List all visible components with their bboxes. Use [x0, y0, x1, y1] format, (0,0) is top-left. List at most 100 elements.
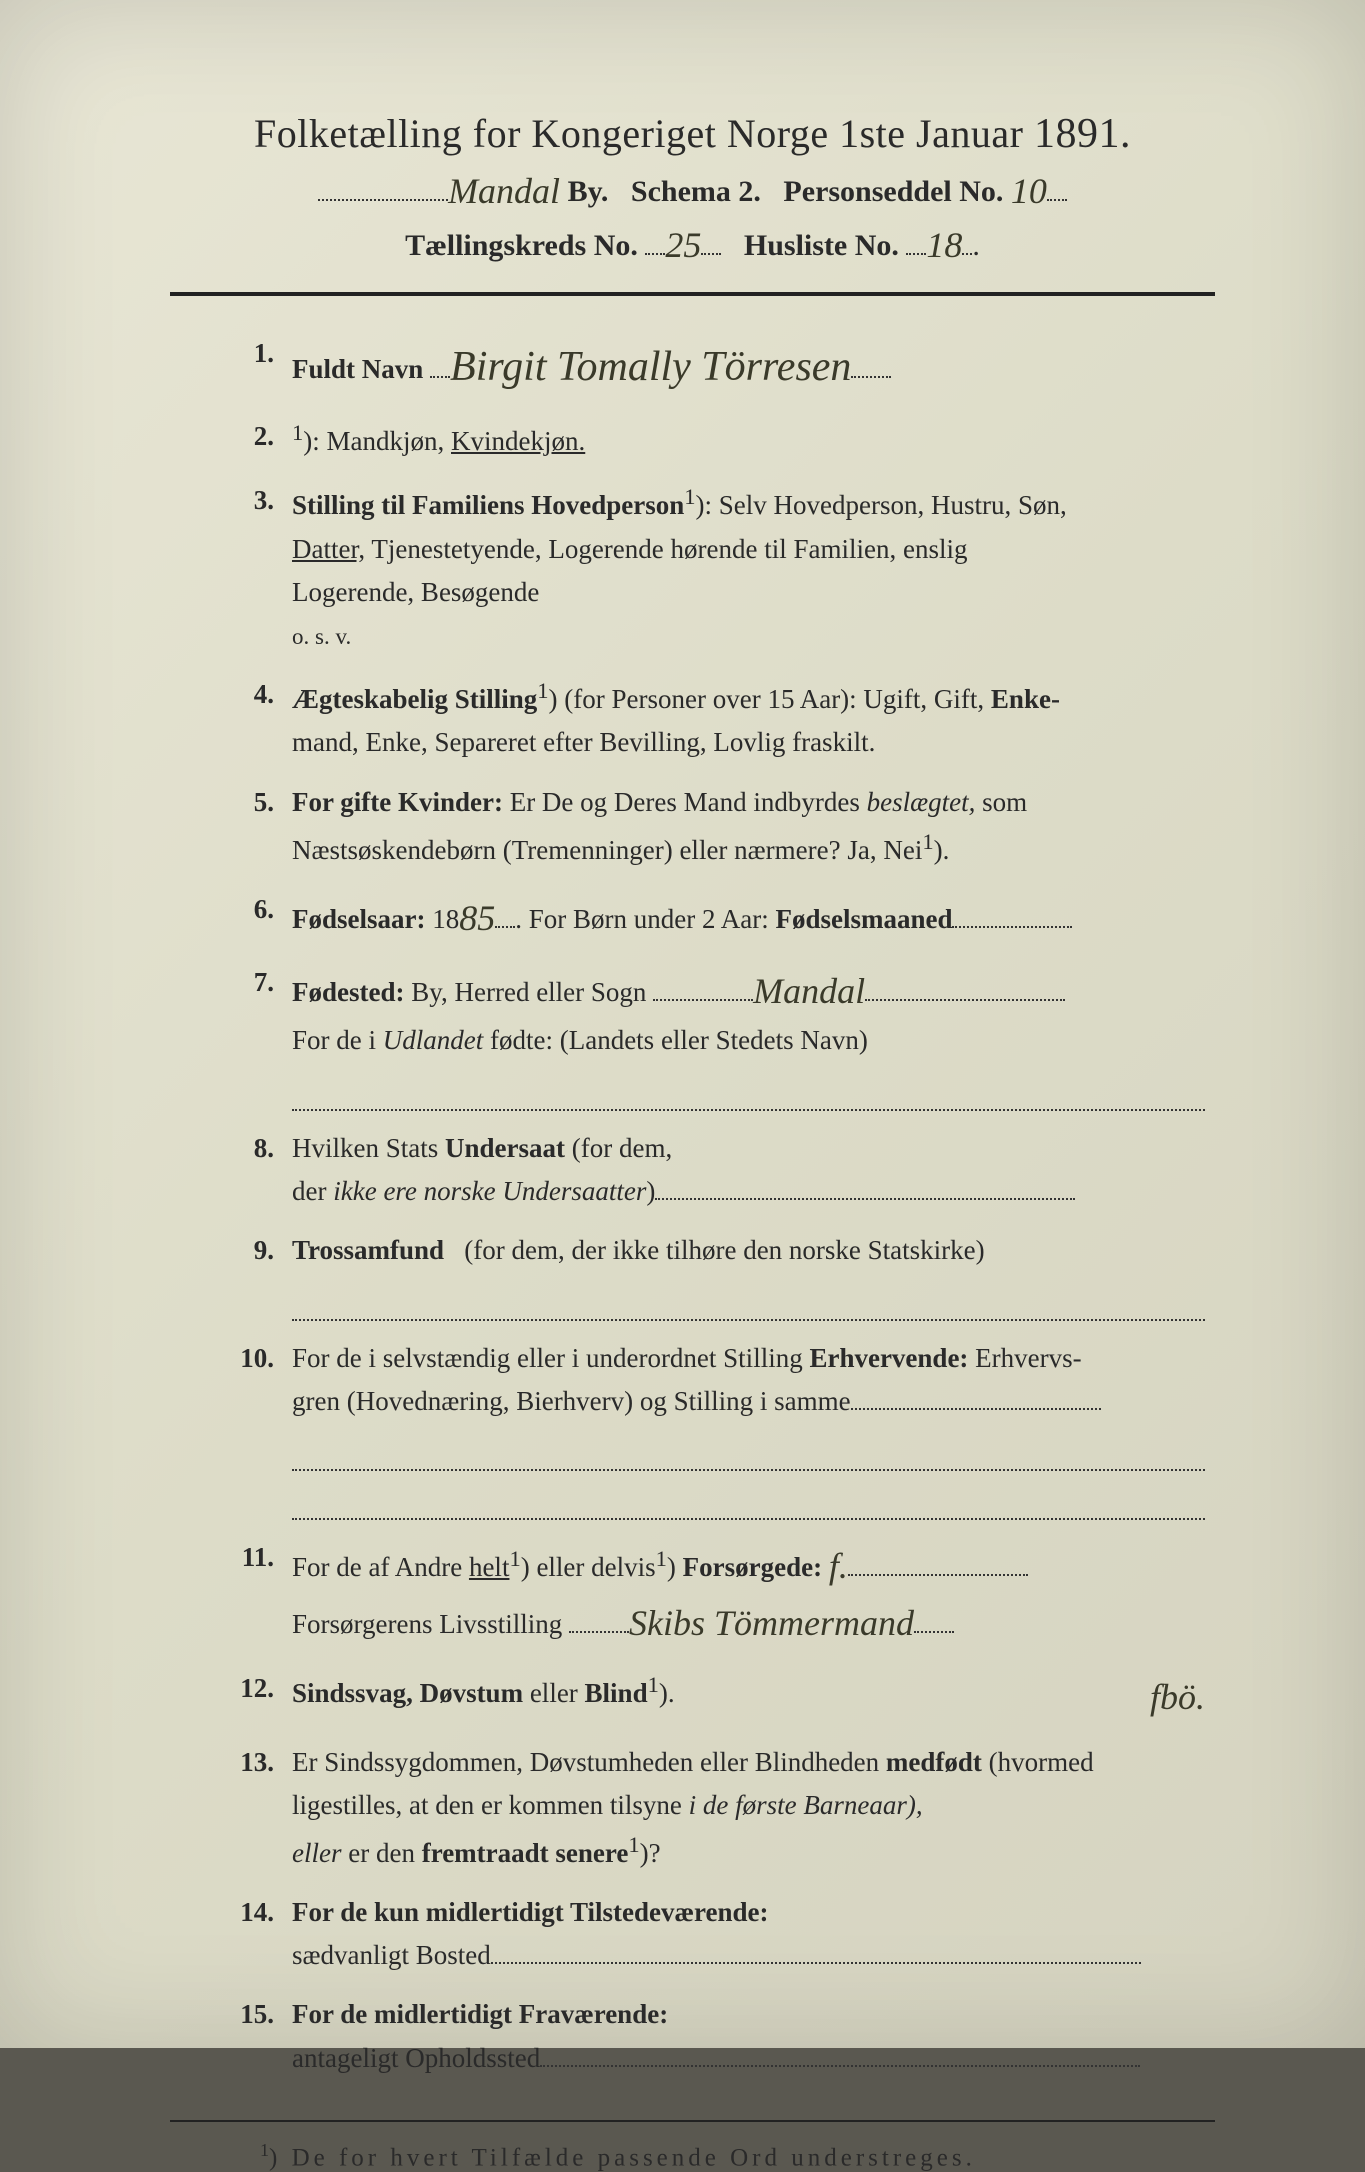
row-num: 4.	[210, 673, 292, 716]
field-label: Fødselsaar:	[292, 904, 425, 934]
text: ligestilles, at den er kommen tilsyne	[292, 1790, 689, 1820]
row-num: 3.	[210, 479, 292, 522]
birthplace: Mandal	[753, 963, 865, 1021]
text: )	[667, 1552, 683, 1582]
kreds-label: Tællingskreds No.	[405, 229, 638, 262]
datter: Datter,	[292, 534, 365, 564]
row-num: 11.	[210, 1536, 292, 1579]
row-num: 1.	[210, 332, 292, 375]
row-num: 5.	[210, 781, 292, 824]
schema-label: Schema 2.	[631, 175, 761, 208]
personseddel-label: Personseddel No.	[783, 175, 1003, 208]
text: : Selv Hovedperson, Hustru, Søn,	[705, 490, 1067, 520]
title-year: 1891.	[1034, 111, 1131, 157]
sup: 1	[628, 1832, 639, 1857]
husliste-label: Husliste No.	[744, 229, 899, 262]
row-num: 14.	[210, 1891, 292, 1934]
divider-bottom	[170, 2120, 1215, 2122]
text: der	[292, 1176, 333, 1206]
text: o. s. v.	[292, 624, 351, 649]
field-label: Fødested:	[292, 977, 404, 1007]
text: ).	[659, 1678, 675, 1708]
form-body: 1. Fuldt Navn Birgit Tomally Törresen 2.…	[170, 332, 1215, 2080]
bold: Undersaat	[445, 1133, 565, 1163]
row-num: 2.	[210, 415, 292, 458]
field-label: Sindssvag, Døvstum	[292, 1678, 523, 1708]
row-4: 4. Ægteskabelig Stilling1) (for Personer…	[210, 673, 1205, 764]
row-13: 13. Er Sindssygdommen, Døvstumheden elle…	[210, 1741, 1205, 1876]
text: sædvanligt Bosted	[292, 1940, 491, 1970]
text: som	[975, 787, 1027, 817]
hw-note: fbö.	[1150, 1669, 1205, 1727]
text: ).	[934, 835, 950, 865]
text: Forsørgerens Livsstilling	[292, 1609, 562, 1639]
text: ) eller delvis	[521, 1552, 656, 1582]
dotline	[292, 1485, 1205, 1519]
row-11: 11. For de af Andre helt1) eller delvis1…	[210, 1536, 1205, 1651]
row-10: 10. For de i selvstændig eller i underor…	[210, 1337, 1205, 1520]
name-value: Birgit Tomally Törresen	[450, 334, 851, 401]
text: Næstsøskendebørn (Tremenninger) eller næ…	[292, 835, 922, 865]
text: )?	[640, 1838, 661, 1868]
census-form-page: Folketælling for Kongeriget Norge 1ste J…	[0, 0, 1365, 2048]
bold: Fødselsmaaned	[775, 904, 952, 934]
text: fødte: (Landets eller Stedets Navn)	[483, 1025, 868, 1055]
text: eller	[523, 1678, 584, 1708]
year-value: 85	[459, 890, 495, 948]
field-label: Stilling til Familiens Hovedperson	[292, 490, 684, 520]
dotline	[292, 1076, 1205, 1110]
subheader-line2: Tællingskreds No. 25 Husliste No. 18.	[170, 222, 1215, 264]
footnote-sup: 1	[260, 2140, 269, 2160]
dotline	[292, 1286, 1205, 1320]
bold: Blind	[585, 1678, 648, 1708]
row-num: 15.	[210, 1993, 292, 2036]
row-9: 9. Trossamfund (for dem, der ikke tilhør…	[210, 1229, 1205, 1321]
text: For de af Andre	[292, 1552, 469, 1582]
by-label: By.	[568, 175, 609, 208]
row-12: 12. Sindssvag, Døvstum eller Blind1). fb…	[210, 1667, 1205, 1725]
livsstilling: Skibs Tömmermand	[629, 1595, 914, 1653]
sup: 1	[684, 484, 695, 509]
text: By, Herred eller Sogn	[411, 977, 646, 1007]
underlined: helt	[469, 1552, 510, 1582]
field-label: For de midlertidigt Fraværende:	[292, 1999, 668, 2029]
sup: 1	[537, 678, 548, 703]
italic: Udlandet	[383, 1025, 484, 1055]
sup: 1	[648, 1672, 659, 1697]
personseddel-no: 10	[1011, 170, 1047, 212]
text: antageligt Opholdssted	[292, 2043, 540, 2073]
field-label: Trossamfund	[292, 1235, 444, 1265]
row-3: 3. Stilling til Familiens Hovedperson1):…	[210, 479, 1205, 657]
row-num: 8.	[210, 1127, 292, 1170]
row-7: 7. Fødested: By, Herred eller Sogn Manda…	[210, 961, 1205, 1110]
kreds-no: 25	[665, 224, 701, 266]
text: Er De og Deres Mand indbyrdes	[510, 787, 867, 817]
row-14: 14. For de kun midlertidigt Tilstedevære…	[210, 1891, 1205, 1977]
text: Logerende, Besøgende	[292, 577, 539, 607]
row-5: 5. For gifte Kvinder: Er De og Deres Man…	[210, 781, 1205, 872]
footnote: 1) De for hvert Tilfælde passende Ord un…	[170, 2140, 1215, 2172]
field-label: For gifte Kvinder:	[292, 787, 503, 817]
title-text: Folketælling for Kongeriget Norge 1ste J…	[254, 111, 1023, 156]
field-label: Fuldt Navn	[292, 354, 423, 384]
row-6: 6. Fødselsaar: 1885. For Børn under 2 Aa…	[210, 888, 1205, 946]
sup: 1	[656, 1546, 667, 1571]
bold: Erhvervende:	[809, 1343, 968, 1373]
row-num: 13.	[210, 1741, 292, 1784]
italic: eller	[292, 1838, 341, 1868]
bold: Enke-	[991, 684, 1060, 714]
text: mand, Enke, Separeret efter Bevilling, L…	[292, 727, 875, 757]
text: ) (for Personer over 15 Aar): Ugift, Gif…	[549, 684, 991, 714]
text: Hvilken Stats	[292, 1133, 445, 1163]
italic: ikke ere norske Undersaatter	[333, 1176, 646, 1206]
dotline	[292, 1437, 1205, 1471]
city-handwritten: Mandal	[448, 170, 560, 212]
footnote-text: ) De for hvert Tilfælde passende Ord und…	[269, 2144, 976, 2171]
italic: i de første Barneaar),	[689, 1790, 923, 1820]
bold: fremtraadt senere	[422, 1838, 629, 1868]
divider-top	[170, 292, 1215, 296]
sup: 1	[922, 829, 933, 854]
row-num: 12.	[210, 1667, 292, 1710]
text: gren (Hovednæring, Bierhverv) og Stillin…	[292, 1386, 851, 1416]
row-num: 6.	[210, 888, 292, 931]
